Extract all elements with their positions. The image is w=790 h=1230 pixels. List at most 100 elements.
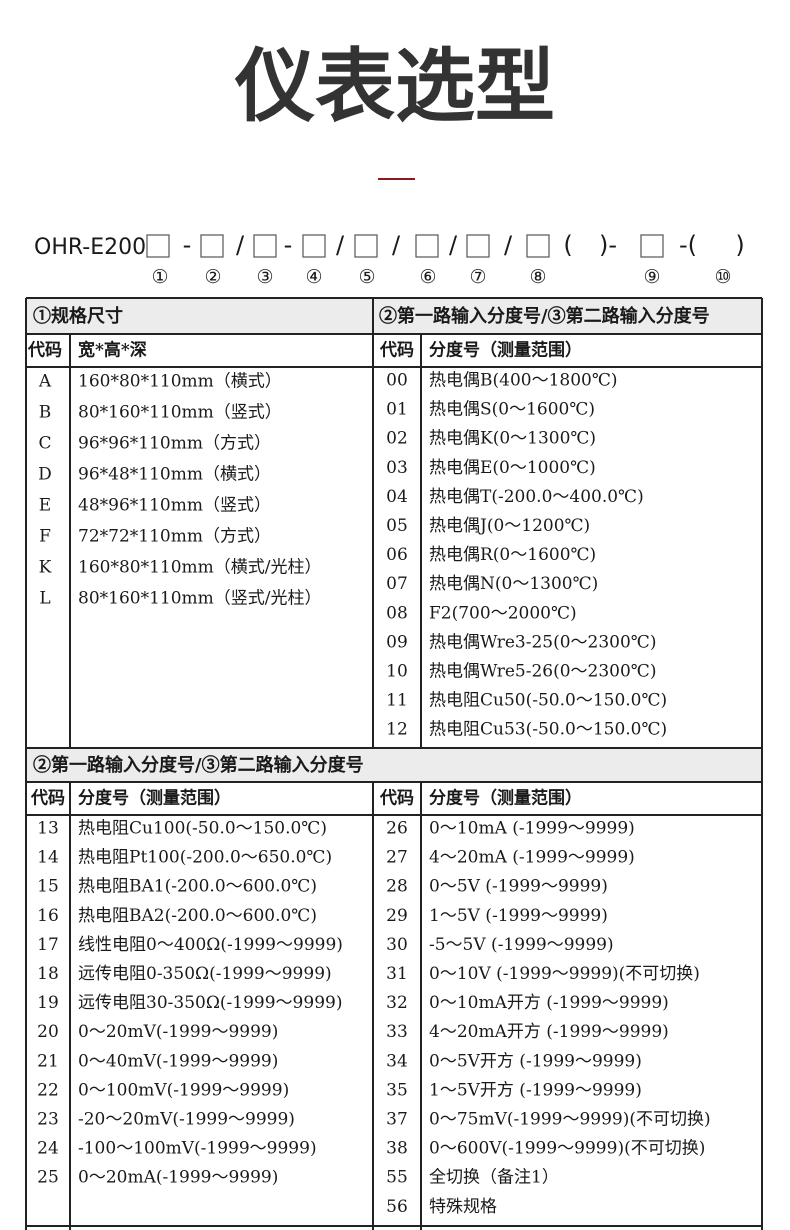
model-slot [415, 234, 439, 258]
row-desc: 热电阻Pt100(-200.0～650.0℃) [78, 848, 332, 868]
model-slot [200, 234, 224, 258]
model-separator: ( [563, 231, 572, 259]
row-code: 03 [386, 458, 408, 478]
row-code: 17 [37, 935, 59, 955]
row-code: C [38, 434, 51, 454]
row-desc: 0～40mV(-1999～9999) [78, 1051, 278, 1071]
row-desc: 热电偶S(0～1600℃) [429, 400, 595, 420]
model-separator: / [336, 231, 345, 259]
row-desc: 热电偶R(0～1600℃) [429, 545, 596, 565]
row-code: 11 [386, 691, 408, 711]
section-heading: ②第一路输入分度号/③第二路输入分度号 [379, 305, 710, 327]
row-desc: 远传电阻30-350Ω(-1999～9999) [78, 993, 342, 1013]
table [25, 297, 763, 1230]
grid [25, 297, 763, 1230]
row-desc: 0～600V(-1999～9999)(不可切换) [429, 1139, 705, 1159]
row-desc: -5～5V (-1999～9999) [429, 935, 614, 955]
row-code: F [39, 527, 51, 547]
column-header: 代码 [379, 788, 414, 809]
row-code: 01 [386, 400, 408, 420]
section-heading: ①规格尺寸 [33, 305, 123, 327]
row-code: 26 [386, 819, 408, 839]
row-desc: 160*80*110mm（横式） [78, 372, 282, 392]
row-desc: 0～100mV(-1999～9999) [78, 1080, 289, 1100]
model-slot [466, 234, 490, 258]
row-code: 18 [37, 964, 59, 984]
column-header: 代码 [379, 340, 414, 361]
model-separator: -( [679, 231, 697, 259]
row-desc: 热电阻BA1(-200.0～600.0℃) [78, 877, 317, 897]
row-code: K [39, 558, 52, 578]
row-code: 56 [386, 1197, 408, 1217]
model-marker: ⑦ [469, 266, 486, 288]
row-code: 21 [37, 1051, 59, 1071]
row-desc: 96*96*110mm（方式） [78, 434, 271, 454]
model-prefix: OHR-E200 [34, 235, 146, 260]
row-desc: 热电阻BA2(-200.0～600.0℃) [78, 906, 317, 926]
row-desc: 0～10mA (-1999～9999) [429, 819, 635, 839]
model-marker: ② [204, 266, 221, 288]
row-desc: 0～5V (-1999～9999) [429, 877, 608, 897]
row-desc: -20～20mV(-1999～9999) [78, 1110, 295, 1130]
row-code: 05 [386, 516, 408, 536]
model-separator: / [236, 231, 245, 259]
row-desc: 热电偶E(0～1000℃) [429, 458, 596, 478]
row-desc: 80*160*110mm（竖式/光柱） [78, 589, 322, 609]
model-slot [354, 234, 378, 258]
row-code: 14 [37, 848, 59, 868]
row-desc: 48*96*110mm（竖式） [78, 496, 271, 516]
row-code: 29 [386, 906, 408, 926]
row-desc: -100～100mV(-1999～9999) [78, 1139, 317, 1159]
row-desc: 热电偶T(-200.0～400.0℃) [429, 487, 644, 507]
row-desc: 1～5V (-1999～9999) [429, 906, 608, 926]
row-code: 15 [37, 877, 59, 897]
row-code: 00 [386, 371, 408, 391]
row-code: 34 [386, 1051, 408, 1071]
column-header: 分度号（测量范围） [429, 340, 582, 361]
row-code: 25 [37, 1168, 59, 1188]
row-desc: 80*160*110mm（竖式） [78, 403, 282, 423]
model-slot [253, 234, 277, 258]
row-desc: 1～5V开方 (-1999～9999) [429, 1080, 642, 1100]
row-desc: 4～20mA (-1999～9999) [429, 848, 635, 868]
section-heading: ②第一路输入分度号/③第二路输入分度号 [33, 754, 364, 776]
row-code: 23 [37, 1110, 59, 1130]
row-desc: 96*48*110mm（横式） [78, 465, 271, 485]
model-slot [526, 234, 550, 258]
model-marker: ⑩ [714, 266, 731, 288]
row-desc: 热电偶B(400～1800℃) [429, 371, 618, 391]
row-code: 16 [37, 906, 59, 926]
row-desc: 特殊规格 [429, 1197, 497, 1217]
row-desc: 72*72*110mm（方式） [78, 527, 271, 547]
row-desc: 4～20mA开方 (-1999～9999) [429, 1022, 669, 1042]
row-code: 04 [386, 487, 408, 507]
row-desc: 热电阻Cu53(-50.0～150.0℃) [429, 720, 667, 740]
row-desc: 热电阻Cu100(-50.0～150.0℃) [78, 819, 327, 839]
model-marker: ⑤ [358, 266, 375, 288]
model-marker: ① [151, 266, 168, 288]
row-code: 19 [37, 993, 59, 1013]
row-code: 06 [386, 545, 408, 565]
row-code: 37 [386, 1110, 408, 1130]
row-code: L [39, 589, 50, 609]
row-desc: 热电偶N(0～1300℃) [429, 574, 598, 594]
row-code: 10 [386, 662, 408, 682]
row-code: 12 [386, 720, 408, 740]
model-separator: ) [735, 231, 744, 259]
model-marker: ⑧ [529, 266, 546, 288]
model-slot [640, 234, 664, 258]
column-header: 宽*高*深 [78, 340, 147, 361]
model-marker: ③ [256, 266, 273, 288]
row-code: 08 [386, 603, 408, 623]
row-code: 32 [386, 993, 408, 1013]
model-marker: ⑥ [419, 266, 436, 288]
row-code: D [38, 465, 52, 485]
model-marker: ⑨ [643, 266, 660, 288]
row-code: 27 [386, 848, 408, 868]
row-code: 38 [386, 1139, 408, 1159]
header-bg [27, 299, 761, 334]
row-desc: 热电偶K(0～1300℃) [429, 429, 596, 449]
row-desc: 0～75mV(-1999～9999)(不可切换) [429, 1110, 711, 1130]
model-separator: - [284, 231, 293, 259]
